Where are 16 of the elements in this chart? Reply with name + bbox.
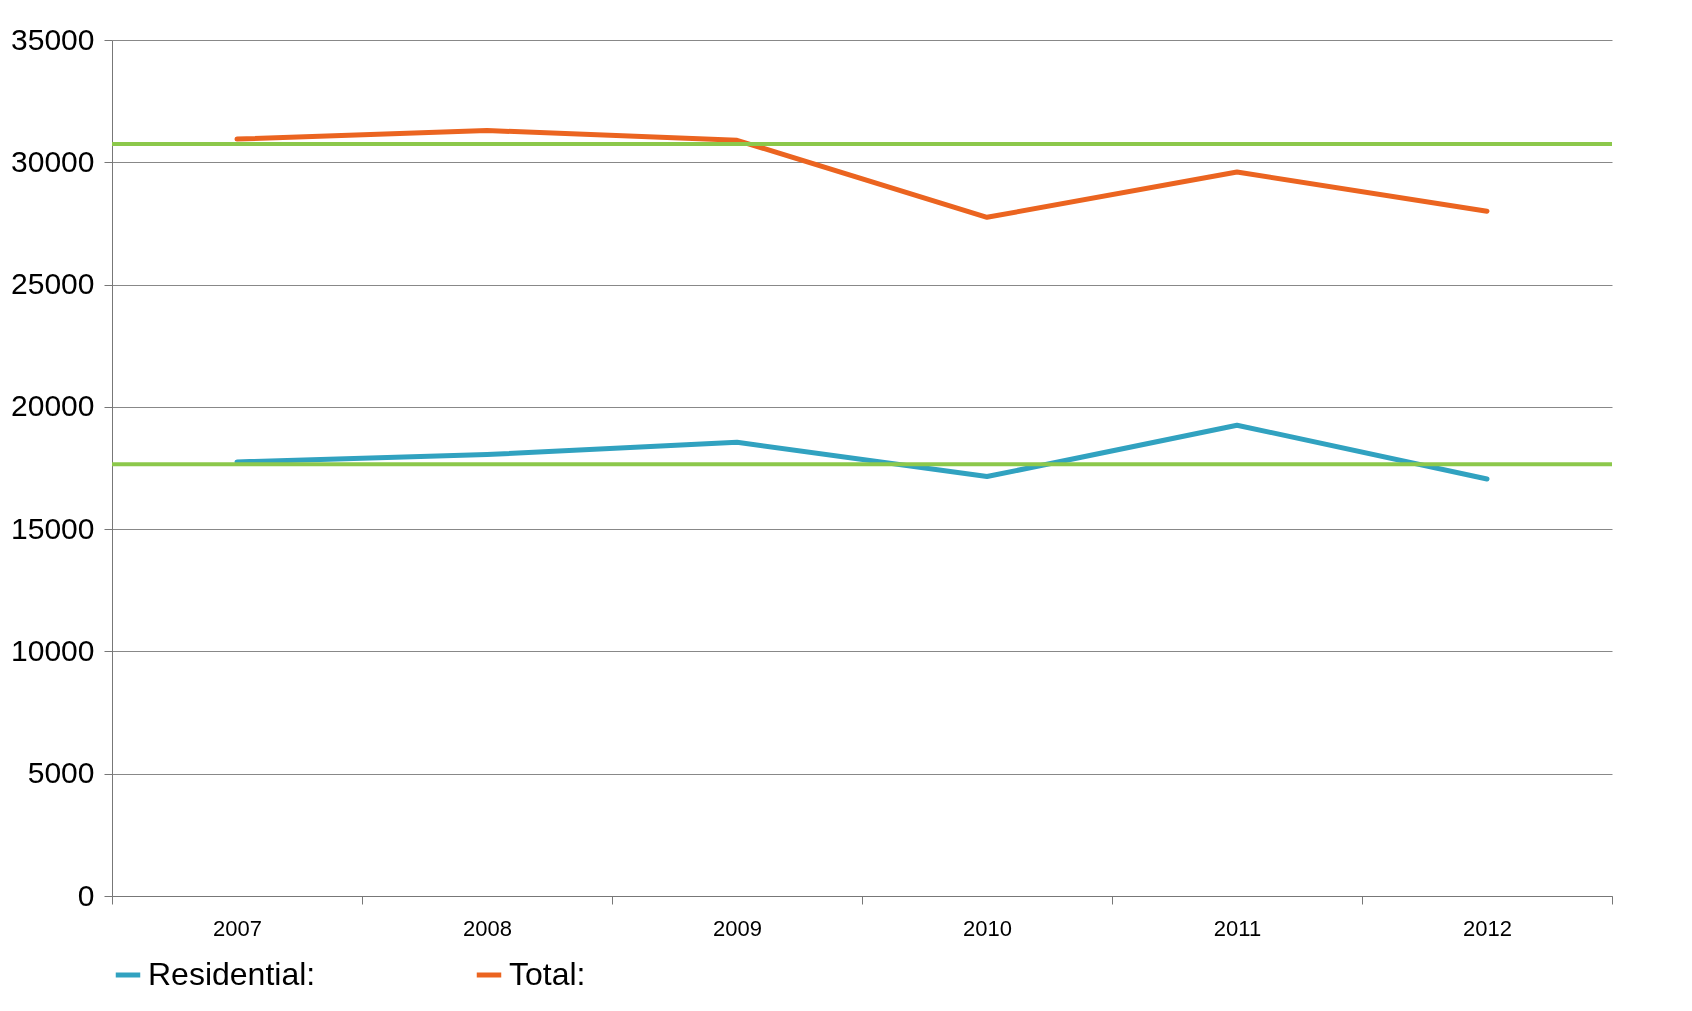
- legend-label: Total:: [509, 956, 586, 992]
- y-tick-label: 10000: [11, 633, 95, 667]
- y-tick-label: 15000: [11, 511, 95, 545]
- x-tick-label: 2007: [213, 915, 262, 941]
- x-tick-label: 2012: [1463, 915, 1512, 941]
- x-tick-label: 2010: [963, 915, 1012, 941]
- y-tick-label: 30000: [11, 144, 95, 178]
- x-tick-label: 2009: [713, 915, 762, 941]
- y-tick-label: 35000: [11, 22, 95, 56]
- y-tick-label: 20000: [11, 389, 95, 423]
- x-tick-label: 2008: [463, 915, 512, 941]
- y-tick-label: 25000: [11, 267, 95, 301]
- y-tick-label: 0: [77, 878, 95, 912]
- y-tick-label: 5000: [27, 756, 95, 790]
- x-tick-label: 2011: [1213, 915, 1262, 941]
- legend-label: Residential:: [148, 956, 316, 992]
